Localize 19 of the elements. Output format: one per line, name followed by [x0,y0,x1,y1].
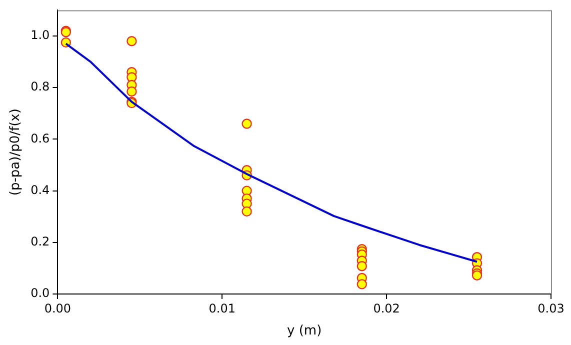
point [242,206,252,217]
point [242,118,252,129]
x-tick-label: 0.01 [208,301,236,316]
y-tick-label: 0.8 [30,80,50,94]
point [356,279,367,290]
y-tick-label: 0.4 [30,182,50,197]
y-axis-title: (p-pa)/p0/f(x) [8,108,24,196]
y-tick-label: 0.2 [30,234,50,249]
point [126,86,137,97]
point [472,270,482,281]
x-axis-title: y (m) [287,324,322,339]
point [356,261,367,272]
x-tick-label: 0.03 [538,301,564,316]
y-tick-label: 1.0 [30,28,50,42]
y-tick-label: 0.6 [30,131,50,146]
y-tick-label: 0.0 [30,286,50,300]
point [126,36,137,46]
x-tick-label: 0.02 [373,301,400,316]
x-tick-label: 0.00 [44,301,72,316]
